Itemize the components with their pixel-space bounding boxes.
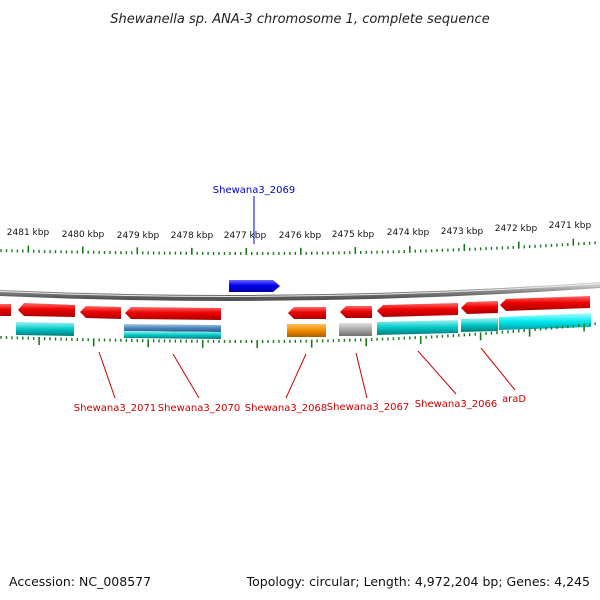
outer-tick-ring: [0, 238, 596, 255]
scale-label: 2480 kbp: [62, 230, 105, 240]
reverse-gene[interactable]: [0, 304, 11, 316]
gray-feature[interactable]: [339, 323, 372, 336]
gene-label-shewana3-2069[interactable]: Shewana3_2069: [213, 185, 295, 196]
cds-feature[interactable]: [377, 320, 458, 335]
reverse-gene-shewana3-2067[interactable]: [340, 306, 372, 318]
scale-label: 2476 kbp: [279, 231, 322, 241]
callout-line: [98, 351, 116, 399]
gene-label-shewana3-2066[interactable]: Shewana3_2066: [415, 399, 497, 410]
callout-line: [355, 352, 368, 399]
gene-label-shewana3-2067[interactable]: Shewana3_2067: [327, 402, 409, 413]
gene-label-arad[interactable]: araD: [502, 394, 526, 405]
accession-text: Accession: NC_008577: [9, 574, 151, 589]
scale-label: 2471 kbp: [549, 221, 592, 231]
chromosome-backbone-highlight: [0, 283, 600, 297]
map-title: Shewanella sp. ANA-3 chromosome 1, compl…: [110, 12, 489, 27]
reverse-gene-shewana3-2071[interactable]: [18, 303, 75, 317]
gene-label-shewana3-2071[interactable]: Shewana3_2071: [74, 403, 156, 414]
forward-gene-shewana3-2069[interactable]: [229, 280, 280, 292]
scale-label: 2481 kbp: [7, 228, 50, 238]
scale-label: 2479 kbp: [117, 231, 160, 241]
reverse-gene-arad[interactable]: [500, 296, 590, 311]
scale-label: 2473 kbp: [441, 227, 484, 237]
callout-line: [285, 353, 307, 399]
cds-feature[interactable]: [16, 322, 74, 336]
reverse-gene-shewana3-2066[interactable]: [377, 303, 458, 317]
reverse-gene-shewana3-2068[interactable]: [288, 307, 326, 319]
scale-label: 2475 kbp: [332, 230, 375, 240]
reverse-gene-track: [0, 296, 590, 320]
genome-summary-text: Topology: circular; Length: 4,972,204 bp…: [246, 574, 590, 589]
chromosome-backbone: [0, 282, 600, 301]
gene-label-shewana3-2070[interactable]: Shewana3_2070: [158, 403, 240, 414]
cds-feature[interactable]: [461, 318, 498, 332]
scale-label: 2478 kbp: [171, 231, 214, 241]
scale-label: 2474 kbp: [387, 228, 430, 238]
scale-labels: 2481 kbp 2480 kbp 2479 kbp 2478 kbp 2477…: [7, 221, 592, 241]
cds-feature[interactable]: [124, 331, 221, 339]
reverse-gene[interactable]: [80, 306, 121, 319]
scale-label: 2477 kbp: [224, 231, 267, 241]
reverse-gene-shewana3-2070[interactable]: [125, 307, 221, 320]
scale-label: 2472 kbp: [495, 224, 538, 234]
callout-line: [172, 353, 200, 399]
inner-tick-ring: [0, 322, 596, 348]
callout-line: [417, 350, 457, 395]
cds-feature[interactable]: [499, 313, 591, 330]
cds-feature[interactable]: [124, 324, 221, 332]
reverse-gene[interactable]: [461, 301, 498, 314]
gene-label-shewana3-2068[interactable]: Shewana3_2068: [245, 403, 327, 414]
reverse-gene-callouts: Shewana3_2071 Shewana3_2070 Shewana3_206…: [74, 347, 526, 414]
callout-line: [480, 347, 516, 391]
orange-feature[interactable]: [287, 324, 326, 337]
